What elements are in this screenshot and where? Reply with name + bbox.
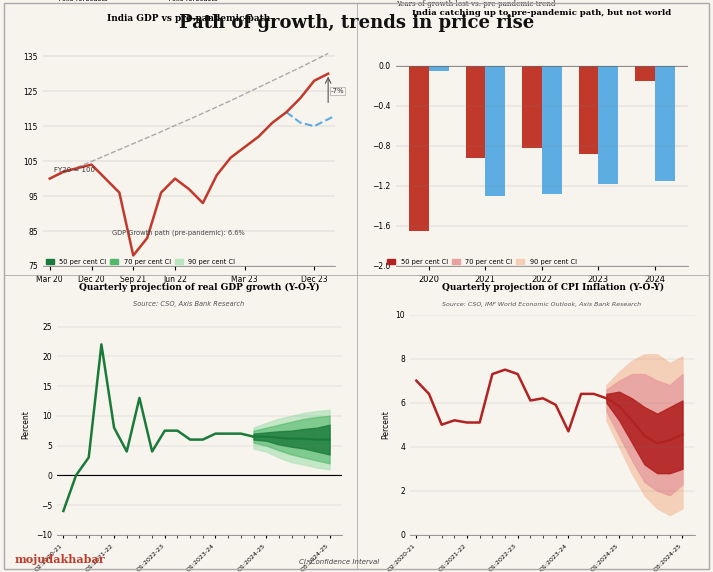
Text: mojudakhabar: mojudakhabar: [14, 554, 105, 565]
Text: Source: CSO, IMF World Economic Outlook, Axis Bank Research: Source: CSO, IMF World Economic Outlook,…: [442, 301, 642, 307]
Bar: [522, 66, 542, 148]
Text: CI: Confidence Interval: CI: Confidence Interval: [299, 559, 380, 565]
Text: Source: CSO, Axis Bank Research: Source: CSO, Axis Bank Research: [133, 301, 245, 307]
Axis forecasts: [296, 119, 304, 126]
Title: Quarterly projection of CPI Inflation (Y-O-Y): Quarterly projection of CPI Inflation (Y…: [441, 283, 664, 292]
Line: GDP pre-pandemic path: GDP pre-pandemic path: [50, 74, 328, 256]
Legend: GDP pre-pandemic path, Axis forecasts, GDP pre-pandemic path, Axis forecasts: GDP pre-pandemic path, Axis forecasts, G…: [37, 0, 255, 5]
GDP pre-pandemic path: [255, 133, 263, 140]
GDP pre-pandemic path: [59, 168, 68, 175]
Bar: [486, 66, 505, 196]
GDP pre-pandemic path: [324, 70, 332, 77]
Bar: [635, 66, 655, 81]
GDP pre-pandemic path: [101, 175, 110, 182]
GDP pre-pandemic path: [282, 109, 291, 116]
GDP pre-pandemic path: [129, 252, 138, 259]
Y-axis label: Percent: Percent: [381, 410, 390, 439]
GDP pre-pandemic path: [310, 77, 319, 84]
GDP pre-pandemic path: [199, 200, 207, 206]
GDP pre-pandemic path: [296, 95, 304, 102]
GDP pre-pandemic path: [115, 189, 123, 196]
Text: -7%: -7%: [331, 88, 344, 94]
Legend: 50 per cent CI, 70 per cent CI, 90 per cent CI: 50 per cent CI, 70 per cent CI, 90 per c…: [43, 256, 238, 268]
Axis forecasts: [338, 109, 347, 116]
Legend: 50 per cent CI, 70 per cent CI, 90 per cent CI: 50 per cent CI, 70 per cent CI, 90 per c…: [385, 256, 580, 268]
Axis forecasts: [324, 116, 332, 122]
GDP pre-pandemic path: [87, 161, 96, 168]
Bar: [466, 66, 486, 158]
GDP pre-pandemic path: [268, 119, 277, 126]
Title: India GDP vs pre-pandemic path: India GDP vs pre-pandemic path: [108, 14, 270, 23]
GDP pre-pandemic path: [157, 189, 165, 196]
Bar: [409, 66, 429, 231]
GDP pre-pandemic path: [185, 186, 193, 193]
Text: GDP Growth path (pre-pandemic): 6.6%: GDP Growth path (pre-pandemic): 6.6%: [113, 229, 245, 236]
Bar: [429, 66, 448, 71]
Text: Years of growth lost vs. pre-pandemic trend: Years of growth lost vs. pre-pandemic tr…: [396, 0, 555, 8]
Axis forecasts: [310, 123, 319, 130]
Line: Axis forecasts: Axis forecasts: [287, 105, 356, 126]
Bar: [542, 66, 562, 194]
Axis forecasts: [282, 109, 291, 116]
Bar: [655, 66, 674, 181]
Axis forecasts: [352, 102, 360, 109]
GDP pre-pandemic path: [212, 172, 221, 178]
GDP pre-pandemic path: [240, 144, 249, 150]
GDP pre-pandemic path: [73, 165, 82, 172]
Y-axis label: Percent: Percent: [21, 410, 31, 439]
Title: Quarterly projection of real GDP growth (Y-O-Y): Quarterly projection of real GDP growth …: [79, 283, 320, 292]
Title: India catching up to pre-pandemic path, but not world: India catching up to pre-pandemic path, …: [412, 9, 672, 17]
GDP pre-pandemic path: [46, 175, 54, 182]
Bar: [579, 66, 598, 154]
GDP pre-pandemic path: [227, 154, 235, 161]
Text: FY20 = 100: FY20 = 100: [54, 166, 95, 173]
GDP pre-pandemic path: [143, 235, 151, 241]
Bar: [598, 66, 618, 184]
Text: Path of growth, trends in price rise: Path of growth, trends in price rise: [179, 14, 534, 32]
GDP pre-pandemic path: [170, 175, 179, 182]
